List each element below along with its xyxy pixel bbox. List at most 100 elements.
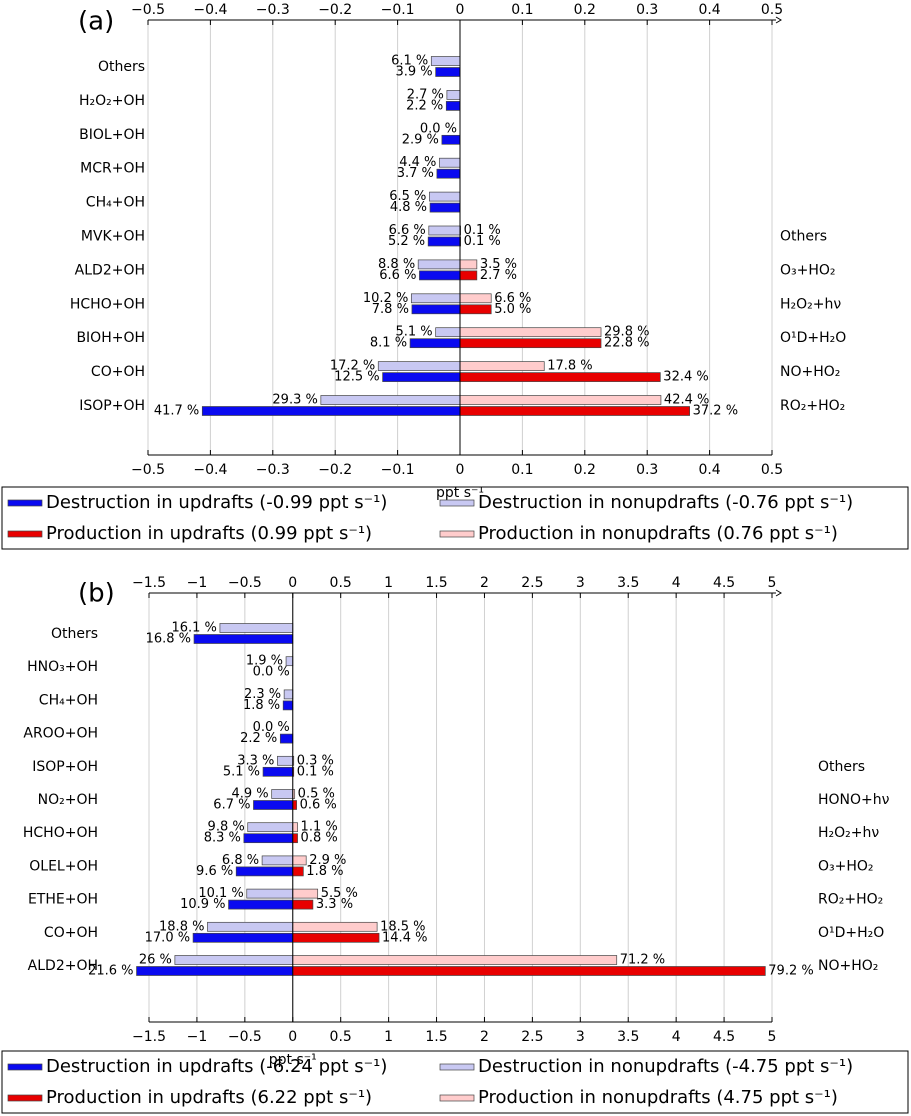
bar — [459, 304, 492, 315]
value-label: 10.2 % — [363, 291, 408, 306]
bottom-tick-label: −1.5 — [132, 1029, 166, 1045]
left-category: CH₄+OH — [86, 195, 145, 211]
value-label: 3.9 % — [395, 65, 432, 80]
value-label: 6.6 % — [494, 291, 531, 306]
value-label: 0.0 % — [253, 665, 290, 680]
value-label: 17.0 % — [145, 930, 190, 945]
legend-swatch — [439, 1094, 475, 1102]
left-category: CH₄+OH — [39, 692, 98, 708]
value-label: 0.1 % — [464, 223, 501, 238]
top-tick-label: 5 — [768, 575, 777, 591]
top-tick-label: 2 — [480, 575, 489, 591]
value-label: 6.5 % — [389, 189, 426, 204]
value-label: 2.2 % — [406, 98, 443, 113]
value-label: 0.3 % — [297, 753, 334, 768]
bar — [417, 259, 461, 270]
left-category: HCHO+OH — [23, 825, 98, 841]
bar — [292, 855, 307, 866]
value-label: 17.2 % — [330, 359, 375, 374]
value-label: 14.4 % — [382, 930, 427, 945]
legend-label: Production in updrafts (6.22 ppt s⁻¹) — [46, 1087, 372, 1108]
bar — [253, 800, 294, 810]
bar — [459, 372, 661, 382]
value-label: 32.4 % — [663, 370, 708, 385]
bar — [446, 90, 461, 100]
bottom-tick-label: −1 — [187, 1029, 208, 1045]
value-label: 4.8 % — [390, 200, 427, 215]
value-label: 2.9 % — [402, 132, 439, 147]
value-label: 0.0 % — [253, 720, 290, 735]
bar — [459, 270, 478, 281]
bar — [201, 406, 461, 416]
bottom-tick-label: −0.3 — [256, 462, 290, 478]
left-category: H₂O₂+OH — [79, 93, 145, 109]
value-label: 3.3 % — [237, 753, 274, 768]
bar — [292, 932, 380, 943]
left-category: BIOH+OH — [76, 330, 145, 346]
value-label: 22.8 % — [604, 336, 649, 351]
bar — [428, 225, 461, 236]
value-label: 29.8 % — [604, 325, 649, 340]
right-category: Others — [780, 229, 827, 245]
value-label: 5.1 % — [395, 325, 432, 340]
bottom-tick-label: 3 — [576, 1029, 585, 1045]
bar — [409, 338, 461, 349]
left-category: AROO+OH — [23, 726, 98, 742]
value-label: 1.8 % — [306, 864, 343, 879]
bottom-tick-label: 4 — [672, 1029, 681, 1045]
left-category: ETHE+OH — [28, 892, 98, 908]
bottom-tick-label: −0.5 — [228, 1029, 262, 1045]
bar — [435, 327, 461, 338]
bar — [430, 56, 461, 66]
value-label: 2.2 % — [240, 731, 277, 746]
left-category: OLEL+OH — [29, 858, 98, 874]
panel-label: (b) — [78, 579, 115, 609]
top-tick-label: 3.5 — [617, 575, 639, 591]
bar — [277, 755, 294, 766]
top-tick-label: −0.5 — [131, 2, 165, 18]
bottom-tick-label: 0.5 — [761, 462, 783, 478]
top-tick-label: −0.2 — [318, 2, 352, 18]
bar — [459, 406, 690, 416]
top-tick-label: −0.3 — [256, 2, 290, 18]
value-label: 3.5 % — [480, 257, 517, 272]
value-label: 16.1 % — [171, 621, 216, 636]
value-label: 8.1 % — [370, 336, 407, 351]
value-label: 6.7 % — [213, 798, 250, 813]
value-label: 4.9 % — [232, 787, 269, 802]
value-label: 0.5 % — [298, 787, 335, 802]
bar — [427, 236, 461, 247]
bar — [285, 656, 294, 667]
x-axis-label: ppt s⁻¹ — [269, 1052, 317, 1068]
bar — [193, 634, 294, 644]
left-category: Others — [51, 626, 98, 642]
bar — [292, 822, 298, 833]
bar — [377, 361, 461, 371]
legend-swatch — [7, 499, 43, 507]
top-tick-label: −0.4 — [193, 2, 227, 18]
legend-label: Production in nonupdrafts (4.75 ppt s⁻¹) — [478, 1087, 838, 1108]
top-tick-label: −1.5 — [132, 575, 166, 591]
value-label: 8.8 % — [378, 257, 415, 272]
bottom-tick-label: 0.3 — [636, 462, 658, 478]
axis-arrow — [775, 16, 782, 24]
value-label: 37.2 % — [693, 404, 738, 419]
legend-swatch — [439, 530, 475, 538]
top-tick-label: 4.5 — [713, 575, 735, 591]
left-category: MVK+OH — [81, 229, 145, 245]
top-tick-label: 0 — [456, 2, 465, 18]
bar — [292, 866, 304, 877]
x-axis-label: ppt s⁻¹ — [436, 485, 484, 501]
bar — [243, 833, 294, 844]
value-label: 6.6 % — [389, 223, 426, 238]
bottom-tick-label: 4.5 — [713, 1029, 735, 1045]
top-tick-label: −1 — [187, 575, 208, 591]
value-label: 42.4 % — [664, 393, 709, 408]
bar — [282, 700, 294, 711]
bottom-tick-label: 3.5 — [617, 1029, 639, 1045]
bottom-tick-label: 2.5 — [521, 1029, 543, 1045]
value-label: 26 % — [139, 953, 172, 968]
legend-label: Destruction in updrafts (-6.24 ppt s⁻¹) — [46, 1056, 387, 1077]
bottom-tick-label: −0.4 — [193, 462, 227, 478]
value-label: 21.6 % — [88, 964, 133, 979]
